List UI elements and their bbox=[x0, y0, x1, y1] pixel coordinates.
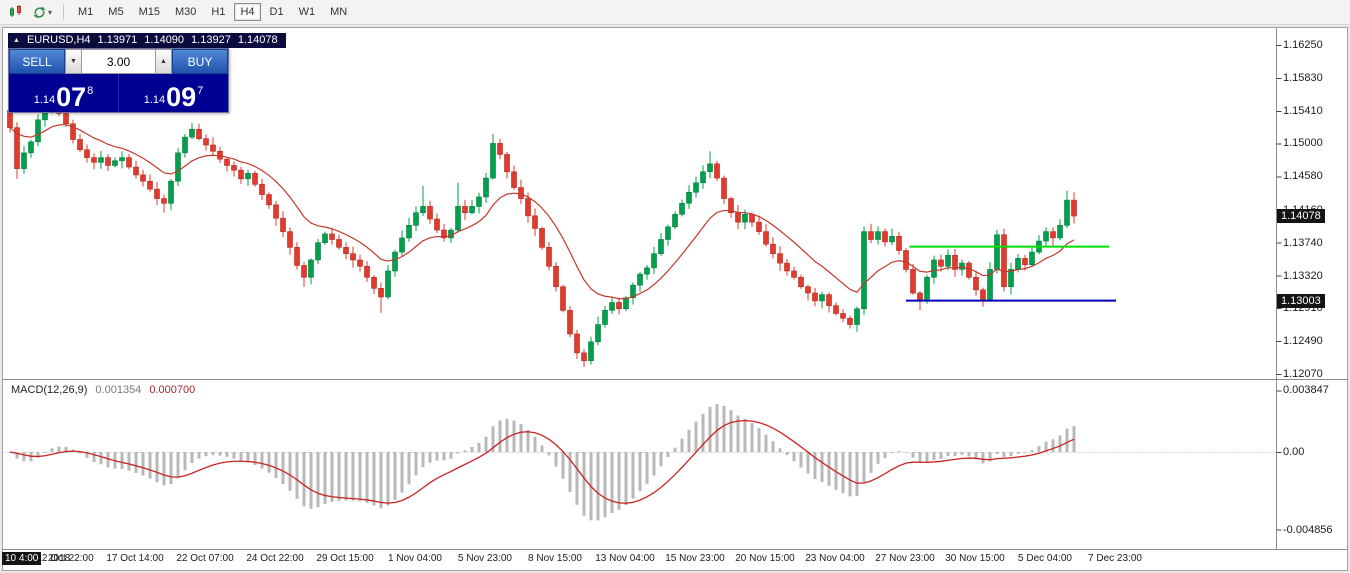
price-axis-label: 1.12490 bbox=[1283, 335, 1323, 348]
sell-price-display[interactable]: 1.14 07 8 bbox=[9, 74, 119, 112]
indicator-signal-value: 0.000700 bbox=[149, 384, 196, 396]
price-axis-label: 1.15000 bbox=[1283, 137, 1323, 150]
year-label: 2018 bbox=[48, 553, 71, 564]
buy-price-display[interactable]: 1.14 09 7 bbox=[119, 74, 228, 112]
bid-price-tag: 1.14078 bbox=[1277, 209, 1325, 224]
timeframe-button-m30[interactable]: M30 bbox=[169, 3, 202, 21]
price-axis-label: 1.15410 bbox=[1283, 105, 1323, 118]
candlestick-glyph bbox=[10, 5, 21, 17]
indicator-header: MACD(12,26,9) 0.001354 0.000700 bbox=[11, 384, 195, 396]
time-axis-label: 29 Oct 15:00 bbox=[316, 553, 374, 564]
sell-price-point: 8 bbox=[87, 85, 94, 97]
price-axis-label: 1.16250 bbox=[1283, 39, 1323, 51]
time-axis-label: 17 Oct 14:00 bbox=[106, 553, 164, 564]
low-value: 1.13927 bbox=[191, 34, 231, 46]
macd-axis-label: 0.003847 bbox=[1283, 384, 1329, 397]
dropdown-caret-icon: ▾ bbox=[48, 7, 53, 17]
macd-signal-line bbox=[9, 419, 1075, 504]
timeframe-button-d1[interactable]: D1 bbox=[264, 3, 290, 21]
time-axis-label: 5 Dec 04:00 bbox=[1018, 553, 1072, 564]
timeframe-group: M1 M5 M15 M30 H1 H4 D1 W1 MN bbox=[72, 3, 353, 21]
price-axis-label: 1.12070 bbox=[1283, 368, 1323, 381]
buy-price-pips: 09 bbox=[166, 82, 197, 112]
time-axis-label: 7 Dec 23:00 bbox=[1088, 553, 1142, 564]
volume-input[interactable] bbox=[82, 49, 155, 74]
indicator-name: MACD(12,26,9) bbox=[11, 384, 88, 396]
ma-line bbox=[9, 124, 1075, 300]
support-level-tag: 1.13003 bbox=[1277, 293, 1325, 308]
time-start-tag: 10 4:00 bbox=[2, 552, 42, 565]
timeframe-button-mn[interactable]: MN bbox=[324, 3, 353, 21]
toolbar-separator bbox=[63, 4, 65, 20]
timeframe-button-m5[interactable]: M5 bbox=[102, 3, 129, 21]
time-axis-label: 23 Nov 04:00 bbox=[805, 553, 865, 564]
candlestick-chart-icon[interactable] bbox=[5, 2, 27, 22]
time-axis-label: 27 Nov 23:00 bbox=[875, 553, 935, 564]
time-axis-label: 13 Nov 04:00 bbox=[595, 553, 655, 564]
time-axis-label: 8 Nov 15:00 bbox=[528, 553, 582, 564]
sell-price-prefix: 1.14 bbox=[33, 94, 56, 106]
collapse-triangle-icon: ▲ bbox=[13, 37, 20, 44]
close-value: 1.14078 bbox=[237, 34, 278, 46]
high-value: 1.14090 bbox=[144, 34, 185, 46]
chart-ohlc-header: ▲ EURUSD,H4 1.13971 1.14090 1.13927 1.14… bbox=[8, 33, 286, 48]
macd-axis-label: 0.00 bbox=[1283, 446, 1305, 458]
price-axis-label: 1.15830 bbox=[1283, 72, 1323, 85]
time-axis-label: 30 Nov 15:00 bbox=[945, 553, 1005, 564]
one-click-top-row: SELL ▼ ▲ BUY bbox=[9, 49, 228, 74]
time-axis-label: 20 Nov 15:00 bbox=[735, 553, 795, 564]
time-axis-label: 5 Nov 23:00 bbox=[458, 553, 512, 564]
time-axis-label: 22 Oct 07:00 bbox=[176, 553, 234, 564]
buy-price-point: 7 bbox=[197, 85, 204, 97]
timeframe-button-h1[interactable]: H1 bbox=[205, 3, 231, 21]
buy-price-prefix: 1.14 bbox=[143, 94, 166, 106]
symbol-timeframe-label: EURUSD,H4 bbox=[26, 34, 91, 46]
timeframe-button-h4[interactable]: H4 bbox=[234, 3, 261, 21]
indicator-main-value: 0.001354 bbox=[95, 384, 142, 396]
price-axis-label: 1.13320 bbox=[1283, 269, 1323, 282]
sell-button[interactable]: SELL bbox=[9, 49, 65, 74]
toolbar: ▾ M1 M5 M15 M30 H1 H4 D1 W1 MN bbox=[0, 0, 1350, 25]
time-axis-label: 24 Oct 22:00 bbox=[246, 553, 304, 564]
volume-increase-button[interactable]: ▲ bbox=[155, 49, 172, 74]
macd-histogram bbox=[8, 404, 1076, 521]
buy-button[interactable]: BUY bbox=[172, 49, 228, 74]
timeframe-button-m15[interactable]: M15 bbox=[133, 3, 166, 21]
timeframe-button-w1[interactable]: W1 bbox=[293, 3, 322, 21]
time-axis-label: 1 Nov 04:00 bbox=[388, 553, 442, 564]
open-value: 1.13971 bbox=[97, 34, 138, 46]
one-click-trading-panel: SELL ▼ ▲ BUY 1.14 07 8 1.14 09 7 bbox=[8, 48, 229, 113]
price-axis-label: 1.14580 bbox=[1283, 170, 1323, 183]
price-axis-label: 1.13740 bbox=[1283, 236, 1323, 249]
macd-axis-label: -0.004856 bbox=[1283, 523, 1333, 536]
candlestick-series bbox=[7, 94, 1077, 368]
time-axis-label: 15 Nov 23:00 bbox=[665, 553, 725, 564]
time-axis-label: 12 Oct 22:00 bbox=[36, 553, 94, 564]
one-click-price-row: 1.14 07 8 1.14 09 7 bbox=[9, 74, 228, 112]
chart-cycle-icon[interactable]: ▾ bbox=[29, 2, 55, 22]
cycle-glyph bbox=[33, 6, 46, 18]
timeframe-button-m1[interactable]: M1 bbox=[72, 3, 99, 21]
sell-price-pips: 07 bbox=[56, 82, 87, 112]
volume-decrease-button[interactable]: ▼ bbox=[65, 49, 82, 74]
